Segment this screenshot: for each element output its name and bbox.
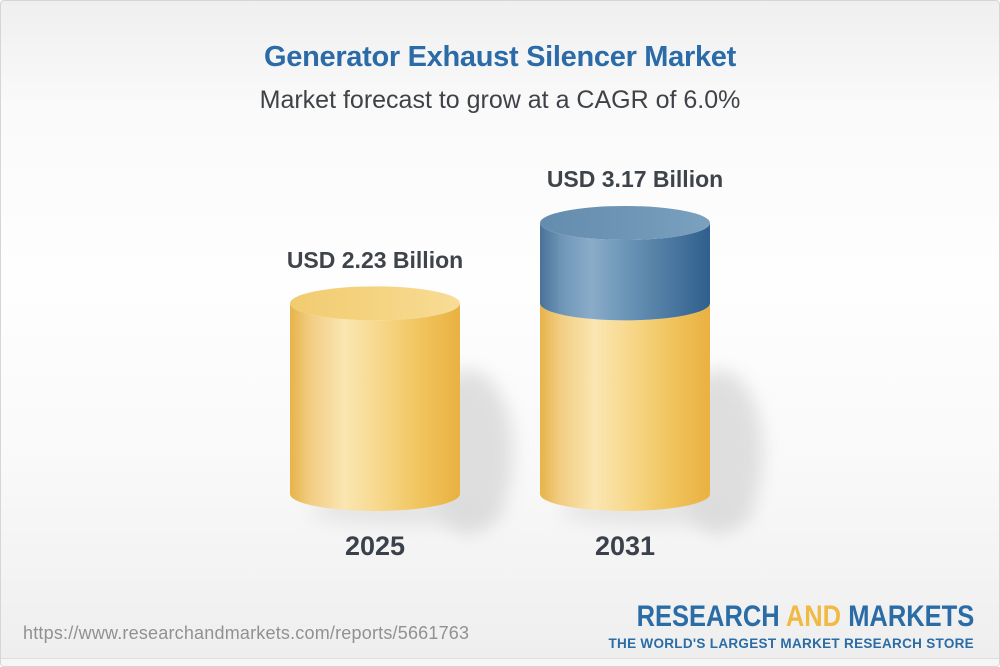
page-title: Generator Exhaust Silencer Market <box>263 41 736 73</box>
footer-divider <box>1 658 999 659</box>
year-label-2031: 2031 <box>594 531 656 561</box>
cylinder-2025-top-cap <box>290 286 460 321</box>
research-and-markets-logo: RESEARCH AND MARKETS THE WORLD'S LARGEST… <box>577 601 974 651</box>
page-subtitle: Market forecast to grow at a CAGR of 6.0… <box>259 86 741 114</box>
cylinder-2031-top-cap <box>540 205 710 240</box>
logo-word-markets: MARKETS <box>847 600 974 633</box>
source-url: https://www.researchandmarkets.com/repor… <box>23 623 470 643</box>
year-label-2025: 2025 <box>344 531 406 561</box>
logo-wordmark: RESEARCH AND MARKETS <box>636 601 974 633</box>
value-label-2025: USD 2.23 Billion <box>286 247 464 273</box>
cylinder-2031-base <box>540 303 710 511</box>
logo-tagline: THE WORLD'S LARGEST MARKET RESEARCH STOR… <box>608 635 974 651</box>
value-label-2031: USD 3.17 Billion <box>546 166 724 192</box>
footer-strip <box>1 659 999 666</box>
logo-word-research: RESEARCH <box>636 600 780 633</box>
cylinder-2025-base <box>290 303 460 511</box>
cylinder-2031-growth <box>540 222 710 321</box>
logo-word-and: AND <box>785 600 841 633</box>
